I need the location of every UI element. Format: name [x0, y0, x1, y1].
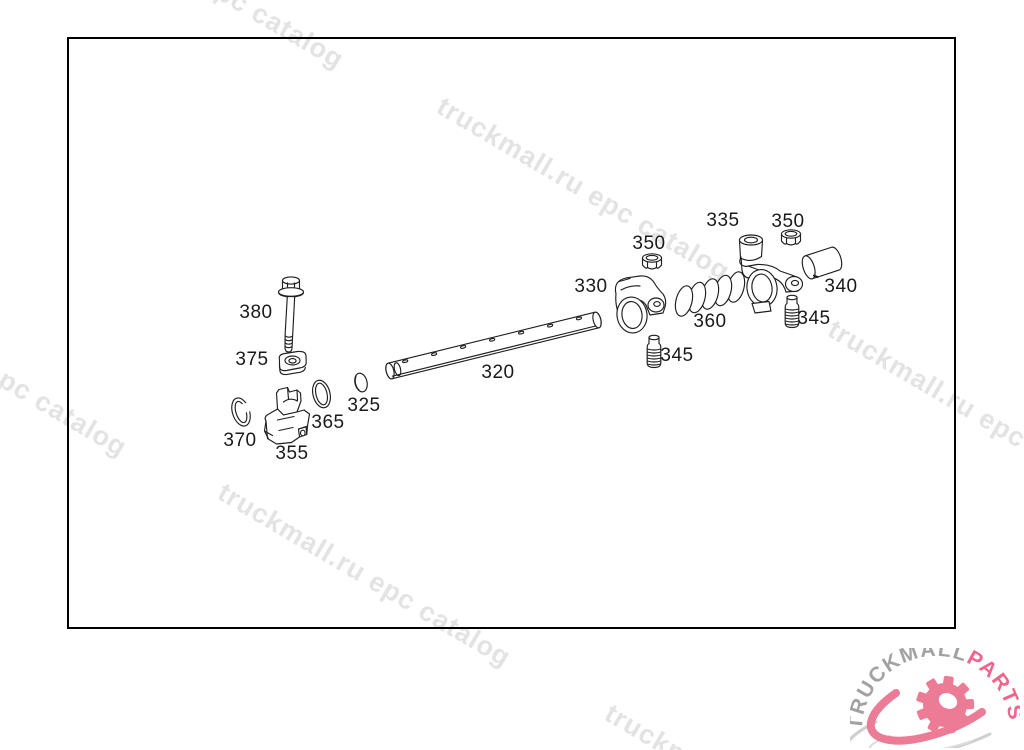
- diagram-frame: [67, 37, 956, 629]
- part-370-snap-ring: [231, 397, 254, 427]
- part-label-370: 370: [223, 430, 257, 451]
- part-label-355: 355: [275, 443, 309, 464]
- part-355-bracket: [263, 386, 311, 445]
- part-label-350-right: 350: [771, 211, 805, 232]
- part-360-spring: [674, 271, 746, 317]
- part-label-340: 340: [824, 276, 858, 297]
- part-label-320: 320: [481, 362, 515, 383]
- part-label-380: 380: [239, 302, 273, 323]
- part-375-retainer: [278, 350, 307, 376]
- part-label-375: 375: [235, 349, 269, 370]
- part-label-335: 335: [706, 210, 740, 231]
- part-380-bolt: [277, 276, 305, 353]
- part-365-seal-ring: [312, 379, 331, 409]
- logo-swoosh-pink: [866, 689, 986, 745]
- part-335-rocker-arm: [738, 234, 804, 314]
- part-340-bushing: [801, 246, 843, 280]
- part-label-330: 330: [574, 276, 608, 297]
- part-label-350-left: 350: [632, 233, 666, 254]
- part-label-360: 360: [693, 311, 727, 332]
- part-345-stud-right: [784, 294, 800, 329]
- logo-swoosh-gray-2: [868, 735, 973, 748]
- part-label-365: 365: [311, 412, 345, 433]
- part-320-shaft: [385, 311, 602, 380]
- part-label-345-right: 345: [797, 308, 831, 329]
- logo-swoosh-gray: [850, 720, 992, 748]
- part-350-nut-right: [780, 229, 802, 246]
- part-345-stud-left: [646, 334, 662, 369]
- truckmall-parts-logo: TRUCKMALLPARTS: [850, 648, 1020, 748]
- part-325-seal-ring: [354, 372, 368, 393]
- part-330-rocker-arm: [614, 275, 667, 334]
- part-label-325: 325: [347, 395, 381, 416]
- part-350-nut-left: [641, 253, 663, 270]
- logo-text-parts: PARTS: [963, 648, 1020, 723]
- part-label-345-left: 345: [660, 345, 694, 366]
